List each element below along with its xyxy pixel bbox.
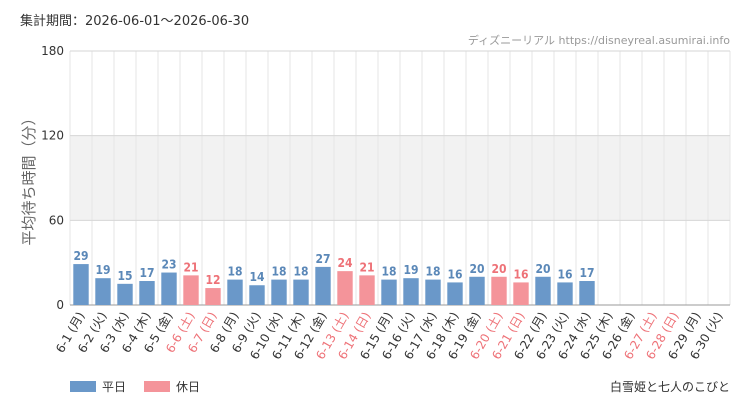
bar-value-label: 27 — [315, 252, 330, 266]
bar — [403, 278, 419, 305]
bar-value-label: 18 — [227, 265, 242, 279]
bar-value-label: 21 — [359, 260, 374, 274]
bar — [205, 288, 221, 305]
bar — [491, 276, 507, 305]
y-tick-label: 60 — [49, 213, 64, 227]
bar — [183, 275, 199, 305]
bar — [139, 281, 155, 305]
y-tick-label: 120 — [41, 129, 64, 143]
bar — [579, 281, 595, 305]
bar — [95, 278, 111, 305]
bar — [337, 271, 353, 305]
bar-value-label: 17 — [579, 266, 594, 280]
bar-value-label: 16 — [513, 267, 528, 281]
legend-swatch-weekday — [70, 381, 96, 392]
bar — [271, 279, 287, 305]
bar-value-label: 20 — [491, 262, 506, 276]
bar-value-label: 15 — [117, 269, 132, 283]
bar — [535, 276, 551, 305]
bar — [227, 279, 243, 305]
bar-value-label: 18 — [293, 265, 308, 279]
bar — [117, 283, 133, 305]
bar-value-label: 12 — [205, 273, 220, 287]
bar-value-label: 18 — [425, 265, 440, 279]
bar — [359, 275, 375, 305]
bar-value-label: 20 — [469, 262, 484, 276]
bar — [447, 282, 463, 305]
y-tick-label: 0 — [56, 298, 64, 312]
bar-value-label: 20 — [535, 262, 550, 276]
legend-label-weekday: 平日 — [102, 380, 127, 394]
bar-layer — [73, 264, 595, 305]
bar — [161, 272, 177, 305]
bar — [293, 279, 309, 305]
legend: 平日 休日 — [70, 378, 200, 395]
legend-swatch-holiday — [144, 381, 171, 392]
legend-item-holiday[interactable]: 休日 — [144, 378, 200, 395]
bar-value-label: 14 — [249, 270, 265, 284]
bar — [557, 282, 573, 305]
bar-value-label: 19 — [403, 263, 418, 277]
bar-value-label: 18 — [381, 265, 396, 279]
source-label: ディズニーリアル https://disneyreal.asumirai.inf… — [467, 34, 730, 47]
bar-value-label: 29 — [73, 249, 88, 263]
bar — [425, 279, 441, 305]
bar-value-label: 19 — [95, 263, 110, 277]
bar — [381, 279, 397, 305]
bar-value-label: 21 — [183, 260, 198, 274]
period-label: 集計期間：2026-06-01〜2026-06-30 — [20, 14, 250, 29]
bar-value-label: 16 — [557, 267, 572, 281]
attraction-name: 白雪姫と七人のこびと — [609, 380, 730, 394]
bar — [469, 276, 485, 305]
grid-layer — [69, 50, 731, 306]
bar-value-label: 23 — [161, 258, 176, 272]
bar-value-label: 17 — [139, 266, 154, 280]
legend-item-weekday[interactable]: 平日 — [70, 378, 126, 395]
bar — [249, 285, 265, 305]
bar — [513, 282, 529, 305]
y-tick-label: 180 — [41, 44, 64, 58]
bar — [315, 266, 331, 305]
y-axis-label: 平均待ち時間（分） — [20, 110, 38, 245]
bar-value-label: 24 — [337, 256, 353, 270]
legend-label-holiday: 休日 — [176, 380, 201, 394]
bar-value-label: 18 — [271, 265, 286, 279]
bar-value-label: 16 — [447, 267, 462, 281]
bar — [73, 264, 89, 305]
label-layer: 29 19 15 17 23 21 12 18 14 18 18 27 24 21 18 19 18 16 20 20… — [73, 249, 594, 287]
